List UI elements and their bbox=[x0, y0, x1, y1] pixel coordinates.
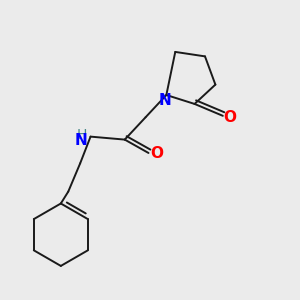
Text: N: N bbox=[74, 133, 87, 148]
Text: O: O bbox=[150, 146, 163, 161]
Text: O: O bbox=[224, 110, 237, 125]
Text: N: N bbox=[158, 93, 171, 108]
Text: H: H bbox=[76, 128, 87, 142]
